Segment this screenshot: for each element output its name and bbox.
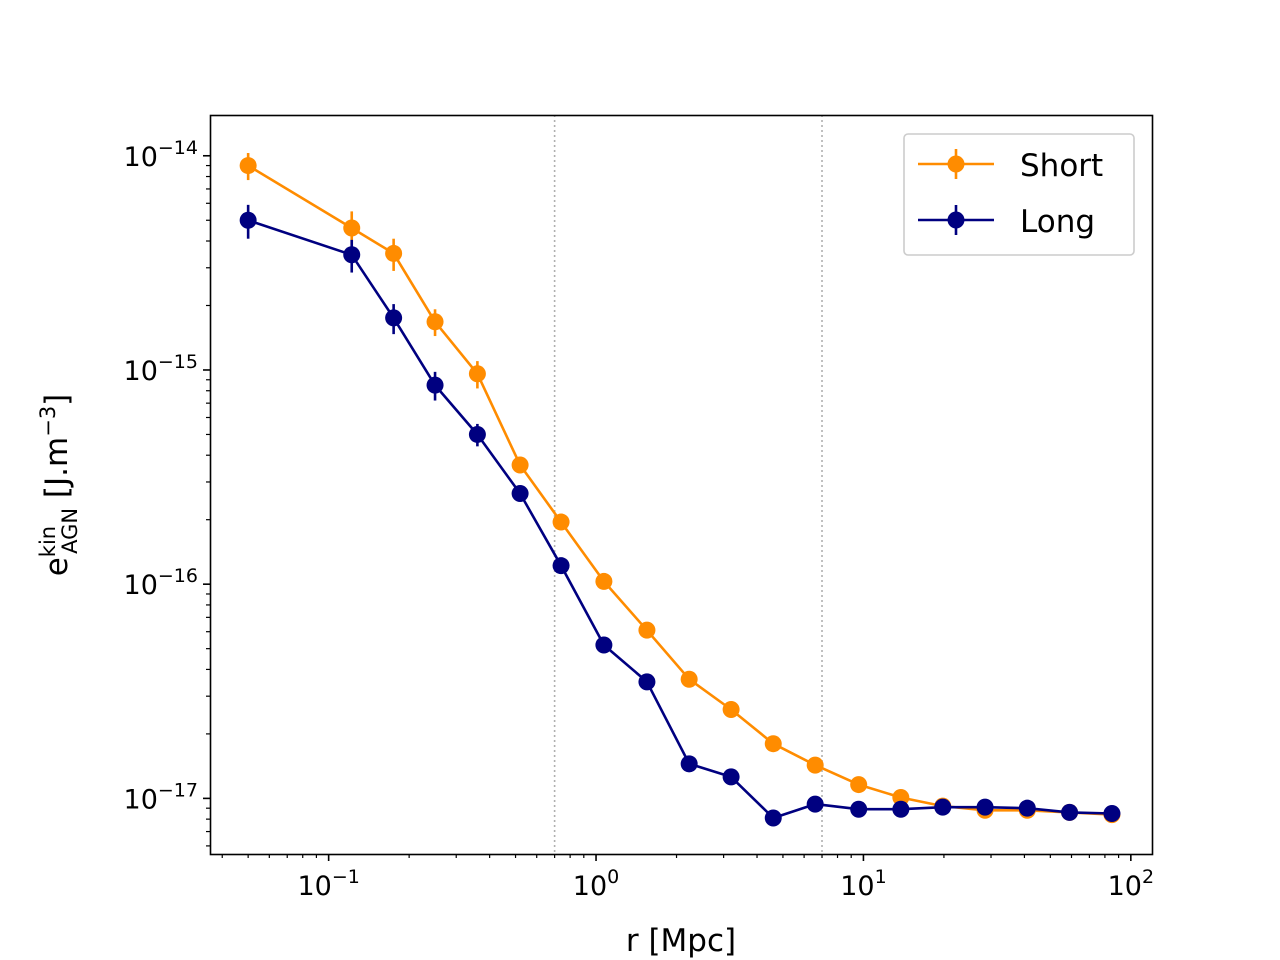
y-label-base: e bbox=[39, 557, 75, 576]
x-tick-label: 10−1 bbox=[297, 866, 359, 902]
data-point-short bbox=[511, 456, 529, 474]
data-point-long bbox=[239, 211, 257, 229]
data-point-long bbox=[1103, 805, 1121, 823]
data-point-short bbox=[638, 621, 656, 639]
y-tick-label: 10−15 bbox=[124, 351, 198, 387]
y-tick-base: 10 bbox=[124, 570, 158, 601]
x-tick-label: 101 bbox=[840, 866, 886, 902]
legend-label-long: Long bbox=[1020, 204, 1095, 240]
data-point-long bbox=[385, 309, 403, 327]
data-point-long bbox=[976, 798, 994, 816]
y-tick-base: 10 bbox=[124, 784, 158, 815]
y-tick-label: 10−14 bbox=[124, 137, 198, 173]
data-point-short bbox=[426, 313, 444, 331]
y-axis-label: ekinAGN [J.m−3] bbox=[36, 394, 82, 577]
x-tick-exponent: −1 bbox=[332, 866, 360, 888]
data-point-long bbox=[468, 425, 486, 443]
y-tick-exponent: −17 bbox=[158, 779, 198, 801]
data-point-long bbox=[511, 485, 529, 503]
y-tick-exponent: −14 bbox=[158, 137, 198, 159]
data-point-short bbox=[764, 735, 782, 753]
data-point-long bbox=[1061, 803, 1079, 821]
data-point-long bbox=[426, 376, 444, 394]
x-tick-base: 10 bbox=[840, 871, 874, 902]
y-label-unit: [J.m bbox=[39, 437, 75, 508]
data-point-long bbox=[934, 798, 952, 816]
data-point-short bbox=[552, 513, 570, 531]
data-point-short bbox=[722, 700, 740, 718]
data-point-long bbox=[552, 557, 570, 575]
y-label-unit-close: ] bbox=[39, 394, 75, 406]
data-point-long bbox=[1018, 799, 1036, 817]
y-label-unit-exponent: −3 bbox=[36, 406, 60, 437]
data-point-short bbox=[892, 788, 910, 806]
data-point-short bbox=[850, 776, 868, 794]
legend: Short Long bbox=[903, 133, 1135, 256]
reference-lines bbox=[553, 115, 823, 854]
data-point-short bbox=[385, 244, 403, 262]
data-point-short bbox=[343, 219, 361, 237]
y-tick-exponent: −16 bbox=[158, 565, 198, 587]
plot-area bbox=[239, 153, 1121, 827]
legend-marker-short bbox=[947, 155, 965, 173]
x-tick-label: 100 bbox=[573, 866, 619, 902]
y-tick-exponent: −15 bbox=[158, 351, 198, 373]
y-tick-label: 10−16 bbox=[124, 565, 198, 601]
legend-marker-long bbox=[947, 211, 965, 229]
data-point-short bbox=[239, 157, 257, 175]
data-point-long bbox=[806, 795, 824, 813]
x-tick-base: 10 bbox=[1108, 871, 1142, 902]
data-point-long bbox=[638, 673, 656, 691]
y-tick-base: 10 bbox=[124, 142, 158, 173]
y-label-superscript: kin bbox=[36, 526, 60, 557]
y-tick-base: 10 bbox=[124, 356, 158, 387]
data-point-short bbox=[806, 756, 824, 774]
x-tick-base: 10 bbox=[297, 871, 331, 902]
x-tick-exponent: 2 bbox=[1142, 866, 1154, 888]
data-point-long bbox=[850, 800, 868, 818]
data-point-short bbox=[680, 670, 698, 688]
data-point-short bbox=[468, 365, 486, 383]
data-point-long bbox=[343, 246, 361, 264]
series-long bbox=[239, 204, 1121, 827]
x-axis-label: r [Mpc] bbox=[626, 923, 736, 959]
y-label-subscript: AGN bbox=[58, 508, 82, 554]
x-axis: 10−1 100 101 102 bbox=[221, 854, 1154, 902]
y-tick-label: 10−17 bbox=[124, 779, 198, 815]
legend-entry-long: Long bbox=[918, 204, 1095, 240]
legend-entry-short: Short bbox=[918, 148, 1103, 184]
plot-frame bbox=[209, 114, 1154, 856]
x-tick-label: 102 bbox=[1108, 866, 1154, 902]
data-point-short bbox=[595, 572, 613, 590]
data-point-long bbox=[680, 755, 698, 773]
data-point-long bbox=[595, 636, 613, 654]
data-point-long bbox=[722, 768, 740, 786]
data-point-long bbox=[764, 809, 782, 827]
data-point-long bbox=[892, 800, 910, 818]
x-tick-base: 10 bbox=[573, 871, 607, 902]
legend-label-short: Short bbox=[1020, 148, 1103, 184]
x-tick-exponent: 1 bbox=[875, 866, 887, 888]
x-tick-exponent: 0 bbox=[607, 866, 619, 888]
